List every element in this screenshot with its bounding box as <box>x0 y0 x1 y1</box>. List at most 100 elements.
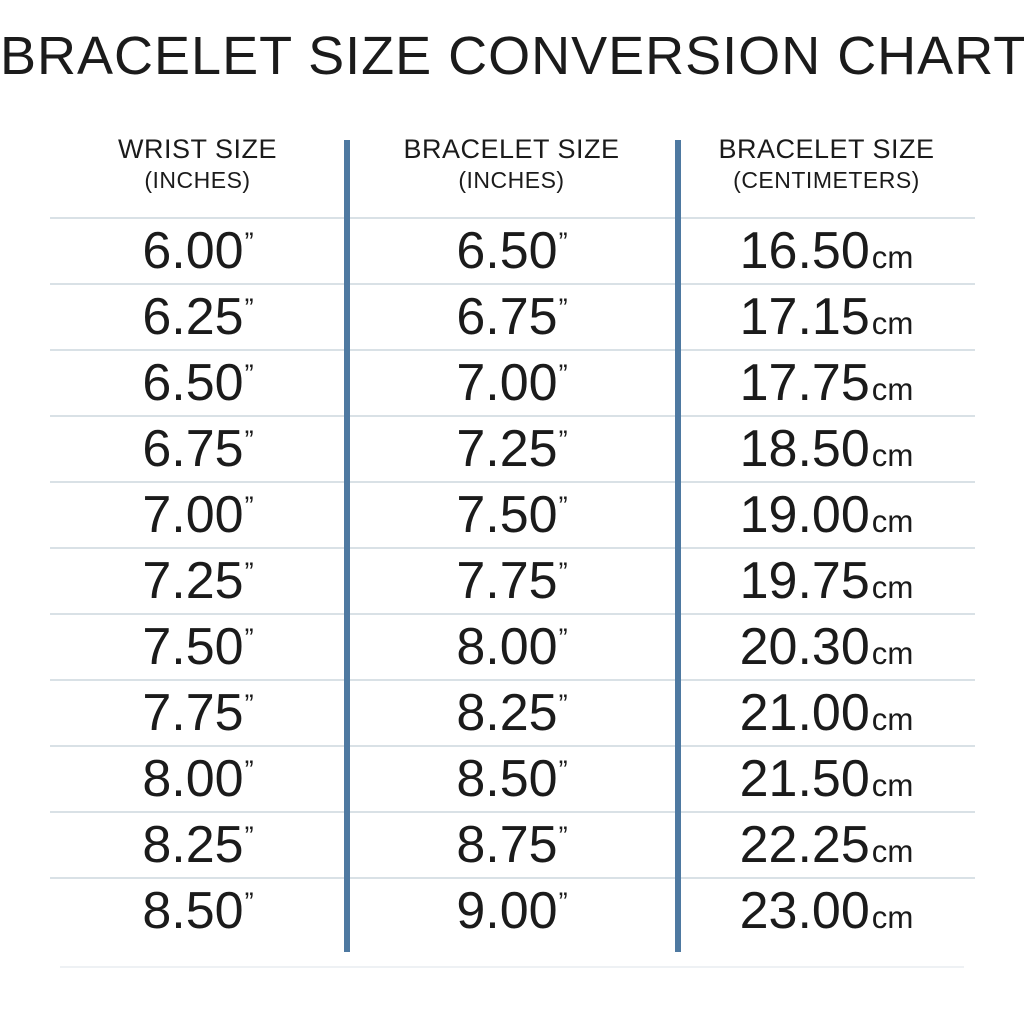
inch-mark: ” <box>558 689 568 720</box>
wrist-size-cell: 6.25” <box>50 291 345 343</box>
wrist-size-cell: 8.25” <box>50 819 345 871</box>
wrist-size-value: 6.50 <box>142 354 244 412</box>
column-unit-label: (CENTIMETERS) <box>733 167 920 194</box>
bracelet-size-inches-cell: 8.25” <box>345 687 678 739</box>
cm-suffix: cm <box>871 504 914 539</box>
bracelet-size-cm-value: 17.15 <box>739 288 870 346</box>
cm-suffix: cm <box>871 834 914 869</box>
bracelet-size-cm-value: 21.00 <box>739 684 870 742</box>
bracelet-size-inches-value: 7.00 <box>456 354 558 412</box>
wrist-size-cell: 6.50” <box>50 357 345 409</box>
table-body: 6.00” 6.50” 16.50cm 6.25” 6.75” 17.15cm … <box>50 217 975 943</box>
bracelet-size-cm-value: 19.75 <box>739 552 870 610</box>
column-label: WRIST SIZE <box>117 134 277 164</box>
wrist-size-cell: 7.50” <box>50 621 345 673</box>
column-unit-label: (INCHES) <box>144 167 251 194</box>
wrist-size-value: 6.75 <box>142 420 244 478</box>
inch-mark: ” <box>558 359 568 390</box>
wrist-size-value: 6.25 <box>142 288 244 346</box>
inch-mark: ” <box>244 293 254 324</box>
inch-mark: ” <box>244 557 254 588</box>
column-divider-left <box>344 140 350 952</box>
bracelet-size-cm-value: 23.00 <box>739 882 870 940</box>
bracelet-size-cm-cell: 18.50cm <box>678 423 975 475</box>
column-header-wrist-size: WRIST SIZE (INCHES) <box>50 132 345 217</box>
bracelet-size-inches-cell: 9.00” <box>345 885 678 937</box>
bracelet-size-cm-value: 18.50 <box>739 420 870 478</box>
bracelet-size-cm-value: 20.30 <box>739 618 870 676</box>
bracelet-size-cm-cell: 21.50cm <box>678 753 975 805</box>
bracelet-size-inches-value: 8.75 <box>456 816 558 874</box>
bracelet-size-inches-value: 6.75 <box>456 288 558 346</box>
wrist-size-value: 8.00 <box>142 750 244 808</box>
bracelet-size-inches-value: 8.00 <box>456 618 558 676</box>
bracelet-size-cm-value: 17.75 <box>739 354 870 412</box>
wrist-size-cell: 7.00” <box>50 489 345 541</box>
table-row: 7.25” 7.75 ” 19.75cm <box>50 547 975 613</box>
table-row: 7.00” 7.50” 19.00cm <box>50 481 975 547</box>
inch-mark: ” <box>558 821 568 852</box>
bracelet-size-inches-cell: 8.75” <box>345 819 678 871</box>
bracelet-size-inches-value: 7.25 <box>456 420 558 478</box>
wrist-size-cell: 6.75” <box>50 423 345 475</box>
column-header-bracelet-size-inches: BRACELET SIZE (INCHES) <box>345 132 678 217</box>
cm-suffix: cm <box>871 702 914 737</box>
wrist-size-cell: 6.00” <box>50 225 345 277</box>
faded-bottom-line <box>60 966 964 968</box>
bracelet-size-inches-cell: 6.50” <box>345 225 678 277</box>
bracelet-size-cm-cell: 19.75cm <box>678 555 975 607</box>
bracelet-size-cm-cell: 17.15cm <box>678 291 975 343</box>
column-divider-right <box>675 140 681 952</box>
wrist-size-value: 8.50 <box>142 882 244 940</box>
inch-mark: ” <box>244 425 254 456</box>
bracelet-size-inches-cell: 7.50” <box>345 489 678 541</box>
column-unit-label: (INCHES) <box>458 167 565 194</box>
cm-suffix: cm <box>871 438 914 473</box>
table-row: 6.75” 7.25 ” 18.50cm <box>50 415 975 481</box>
bracelet-size-inches-cell: 6.75” <box>345 291 678 343</box>
table-row: 8.25” 8.75” 22.25cm <box>50 811 975 877</box>
bracelet-size-inches-cell: 8.50” <box>345 753 678 805</box>
wrist-size-value: 7.50 <box>142 618 244 676</box>
table-header-row: WRIST SIZE (INCHES) BRACELET SIZE (INCHE… <box>50 132 975 217</box>
inch-mark: ” <box>244 227 254 258</box>
bracelet-size-cm-value: 16.50 <box>739 222 870 280</box>
inch-mark: ” <box>558 623 568 654</box>
bracelet-size-inches-cell: 7.00” <box>345 357 678 409</box>
cm-suffix: cm <box>871 900 914 935</box>
bracelet-size-inches-value: 8.50 <box>456 750 558 808</box>
page-title: BRACELET SIZE CONVERSION CHART <box>0 26 1024 86</box>
table-row: 7.50” 8.00” 20.30cm <box>50 613 975 679</box>
bracelet-size-inches-value: 9.00 <box>456 882 558 940</box>
cm-suffix: cm <box>871 372 914 407</box>
cm-suffix: cm <box>871 570 914 605</box>
inch-mark: ” <box>558 227 568 258</box>
bracelet-size-cm-cell: 19.00cm <box>678 489 975 541</box>
table-row: 6.25” 6.75” 17.15cm <box>50 283 975 349</box>
table-row: 6.50” 7.00” 17.75cm <box>50 349 975 415</box>
table-row: 6.00” 6.50” 16.50cm <box>50 217 975 283</box>
wrist-size-value: 8.25 <box>142 816 244 874</box>
table-row: 8.50” 9.00” 23.00cm <box>50 877 975 943</box>
bracelet-size-cm-cell: 21.00cm <box>678 687 975 739</box>
wrist-size-value: 7.25 <box>142 552 244 610</box>
inch-mark: ” <box>244 755 254 786</box>
bracelet-size-inches-value: 6.50 <box>456 222 558 280</box>
inch-mark: ” <box>244 689 254 720</box>
cm-suffix: cm <box>871 768 914 803</box>
bracelet-size-cm-cell: 23.00cm <box>678 885 975 937</box>
inch-mark: ” <box>558 887 568 918</box>
wrist-size-value: 6.00 <box>142 222 244 280</box>
bracelet-size-cm-cell: 16.50cm <box>678 225 975 277</box>
bracelet-size-cm-value: 22.25 <box>739 816 870 874</box>
column-label: BRACELET SIZE <box>718 134 935 164</box>
bracelet-size-inches-value: 7.75 <box>456 552 558 610</box>
bracelet-size-inches-cell: 8.00” <box>345 621 678 673</box>
bracelet-size-cm-cell: 22.25cm <box>678 819 975 871</box>
inch-mark: ” <box>558 755 568 786</box>
inch-mark: ” <box>244 359 254 390</box>
wrist-size-cell: 8.50” <box>50 885 345 937</box>
conversion-table: WRIST SIZE (INCHES) BRACELET SIZE (INCHE… <box>50 132 975 943</box>
wrist-size-cell: 7.25” <box>50 555 345 607</box>
